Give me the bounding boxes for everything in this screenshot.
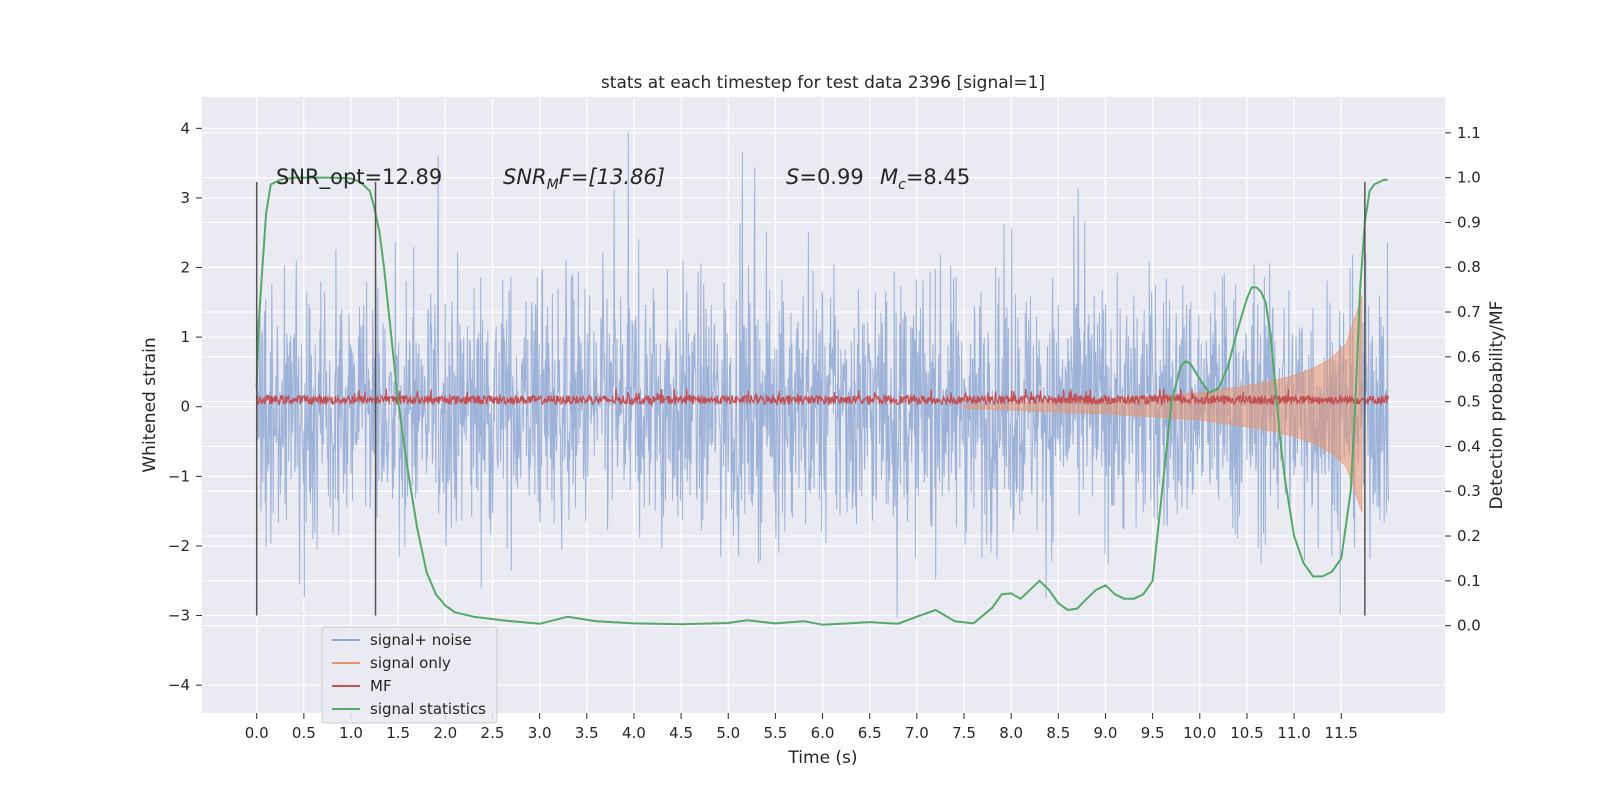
x-tick-label: 2.5 <box>481 724 505 742</box>
y-tick-label-left: −1 <box>168 467 190 485</box>
x-tick-label: 1.5 <box>386 724 410 742</box>
y-tick-label-left: 1 <box>180 328 190 346</box>
y-axis-label-left: Whitened strain <box>140 337 160 472</box>
y-tick-label-left: 4 <box>180 119 190 137</box>
y-tick-label-right: 0.2 <box>1457 527 1481 545</box>
y-tick-label-left: 0 <box>180 398 190 416</box>
x-tick-label: 4.0 <box>622 724 646 742</box>
tick-labels: 0.0 0.5 1.0 1.5 2.0 2.5 3.0 3.5 4.0 4.5 5.0 5.5 6.0 6… <box>168 119 1481 742</box>
annotation-s-italic: S <box>786 165 799 189</box>
legend-label-signal-noise: signal+ noise <box>370 631 472 649</box>
annotation-mc-sub: c <box>898 177 906 193</box>
chart-title: stats at each timestep for test data 239… <box>601 73 1045 93</box>
x-tick-label: 8.5 <box>1046 724 1070 742</box>
legend-label-signal-only: signal only <box>370 654 451 672</box>
y-tick-label-left: −3 <box>168 607 190 625</box>
x-tick-label: 0.0 <box>245 724 269 742</box>
x-tick-label: 6.0 <box>811 724 835 742</box>
mf-line <box>256 388 1389 407</box>
y-tick-label-left: 3 <box>180 189 190 207</box>
x-tick-label: 10.5 <box>1230 724 1263 742</box>
x-tick-label: 3.0 <box>528 724 552 742</box>
signal-only-envelope <box>963 295 1363 513</box>
x-tick-label: 10.0 <box>1183 724 1216 742</box>
x-tick-label: 6.5 <box>858 724 882 742</box>
x-tick-label: 9.0 <box>1094 724 1118 742</box>
y-tick-label-right: 0.8 <box>1457 258 1481 276</box>
annotation-snr-mf-rest: F=[13.86] <box>559 165 665 189</box>
x-tick-label: 1.0 <box>339 724 363 742</box>
x-tick-label: 8.0 <box>999 724 1023 742</box>
y-tick-label-right: 0.1 <box>1457 572 1481 590</box>
legend-box <box>321 626 498 724</box>
x-tick-label: 11.5 <box>1325 724 1358 742</box>
y-tick-label-right: 1.1 <box>1457 124 1481 142</box>
annotation-s-rest: =0.99 <box>799 165 863 189</box>
annotation-snr-opt: SNR_opt=12.89 <box>276 165 442 190</box>
y-tick-label-right: 0.9 <box>1457 213 1481 231</box>
x-tick-label: 11.0 <box>1277 724 1310 742</box>
annotation-snr-mf-sub: M <box>547 177 559 193</box>
x-tick-label: 4.5 <box>669 724 693 742</box>
legend: signal+ noise signal only MF signal stat… <box>321 626 498 724</box>
y-tick-label-left: −2 <box>168 537 190 555</box>
x-tick-label: 9.5 <box>1141 724 1165 742</box>
annotation-mc: Mc=8.45 <box>880 165 970 193</box>
y-tick-label-right: 0.3 <box>1457 482 1481 500</box>
annotation-s: S=0.99 <box>786 165 864 189</box>
y-tick-label-right: 1.0 <box>1457 169 1481 187</box>
annotation-mc-rest: =8.45 <box>906 165 970 189</box>
annotation-snr-mf: SNRMF=[13.86] <box>503 165 665 193</box>
y-tick-label-right: 0.0 <box>1457 617 1481 635</box>
x-tick-label: 2.0 <box>433 724 457 742</box>
y-tick-label-right: 0.6 <box>1457 348 1481 366</box>
y-axis-label-right: Detection probability/MF <box>1487 301 1507 510</box>
y-tick-label-right: 0.4 <box>1457 437 1481 455</box>
y-tick-label-right: 0.7 <box>1457 303 1481 321</box>
legend-label-signal-statistics: signal statistics <box>370 700 486 718</box>
y-tick-label-left: −4 <box>168 676 190 694</box>
x-tick-label: 0.5 <box>292 724 316 742</box>
y-tick-label-right: 0.5 <box>1457 393 1481 411</box>
x-axis-label: Time (s) <box>787 748 857 768</box>
annotation-mc-italic: M <box>880 165 898 189</box>
annotation-snr-mf-italic: SNR <box>503 165 547 189</box>
legend-label-mf: MF <box>370 677 392 695</box>
x-tick-label: 5.5 <box>763 724 787 742</box>
vertical-markers <box>255 181 1366 616</box>
series-layer <box>255 131 1389 626</box>
x-tick-label: 5.0 <box>716 724 740 742</box>
x-tick-label: 3.5 <box>575 724 599 742</box>
signal-statistics-line <box>255 176 1388 626</box>
y-tick-label-left: 2 <box>180 259 190 277</box>
x-tick-label: 7.0 <box>905 724 929 742</box>
x-tick-label: 7.5 <box>952 724 976 742</box>
